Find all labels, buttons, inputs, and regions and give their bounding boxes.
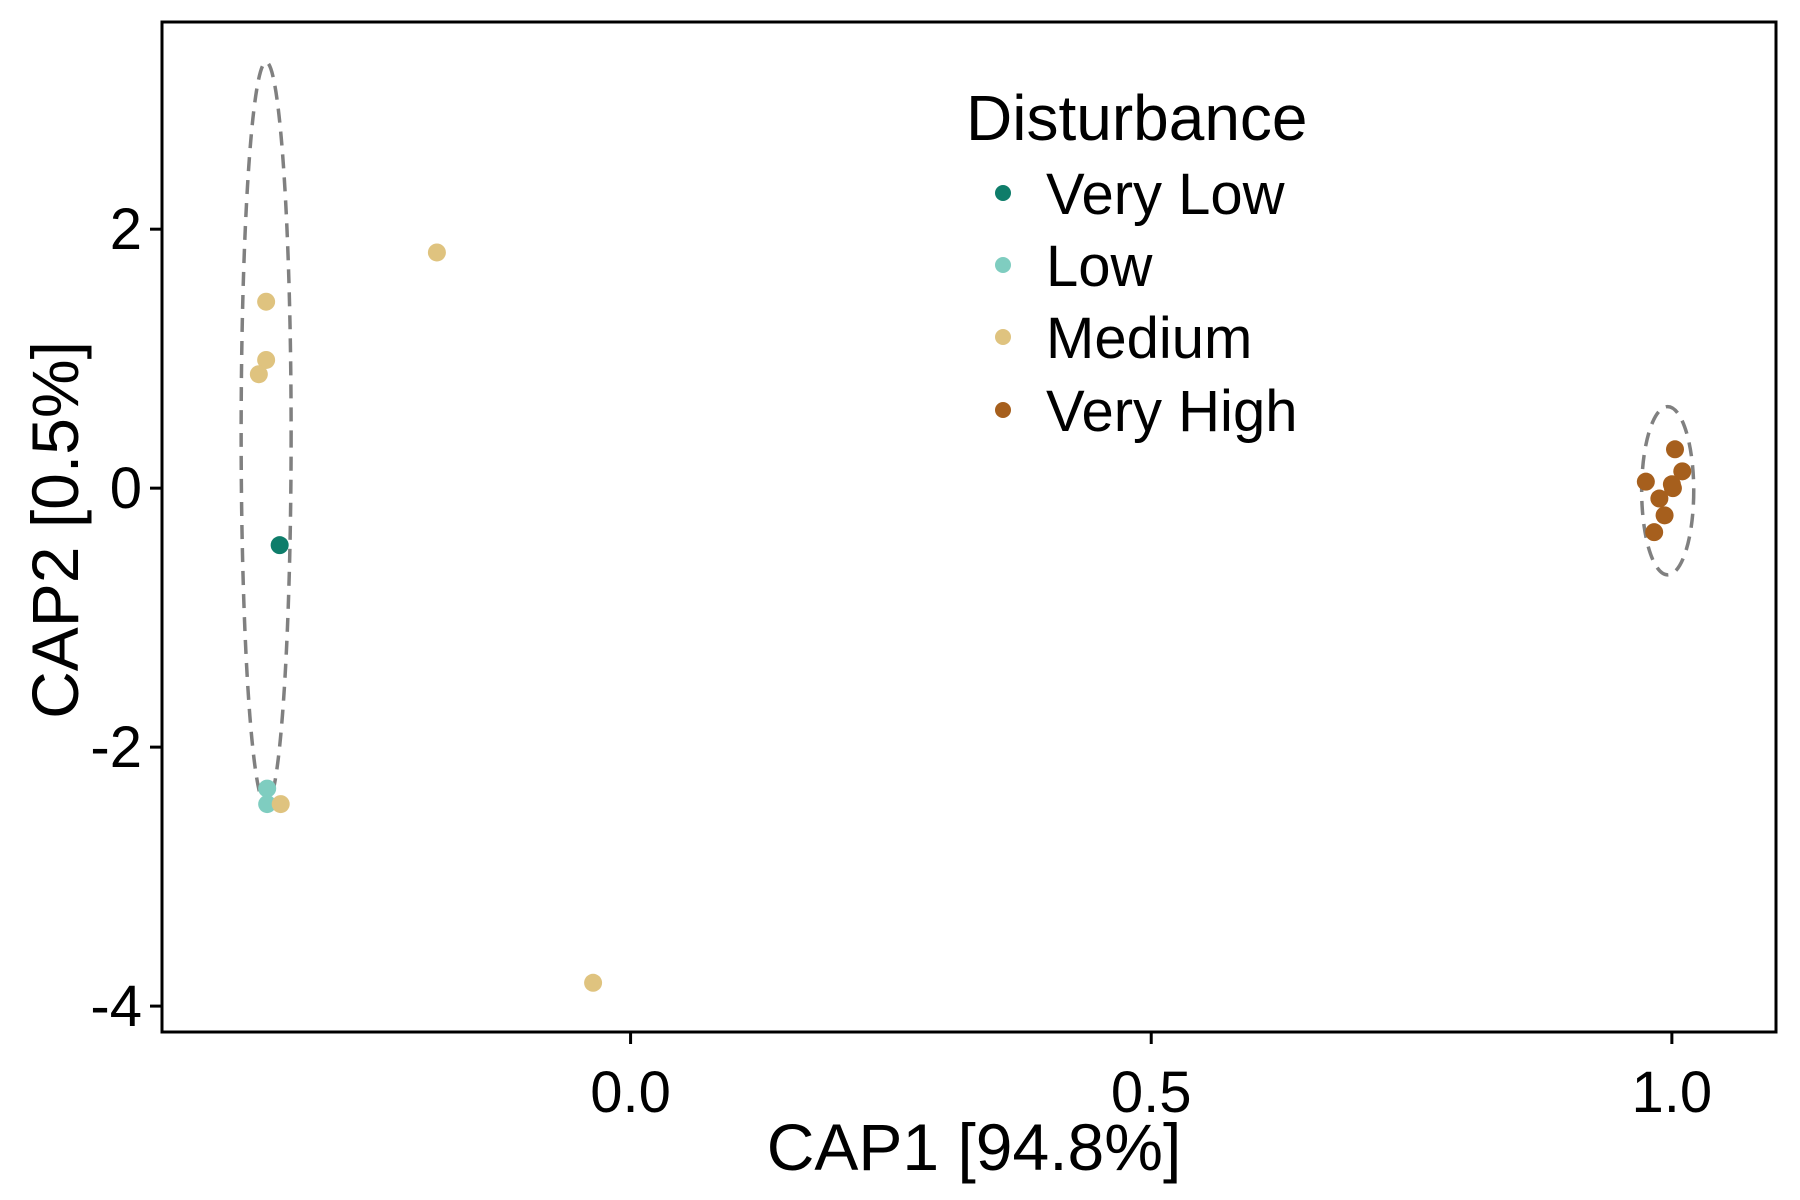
point-very-high-3 (1673, 462, 1692, 481)
legend-key-very-high (995, 402, 1011, 418)
x-axis-title: CAP1 [94.8%] (767, 1110, 1182, 1184)
point-very-low-1 (270, 536, 289, 555)
y-tick-label-1: -4 (90, 974, 142, 1039)
legend-item-low: Low (995, 234, 1154, 299)
legend-key-low (995, 257, 1011, 273)
legend-item-medium: Medium (995, 306, 1252, 371)
y-tick-label-3: 0 (110, 456, 142, 521)
point-medium-4 (271, 795, 290, 814)
point-very-high-6 (1650, 489, 1669, 508)
point-medium-1 (257, 292, 276, 311)
x-axis-ticks: 0.0 0.5 1.0 (590, 1032, 1712, 1125)
point-medium-2 (257, 350, 276, 369)
ellipse-1 (239, 60, 293, 808)
x-tick-label-2: 0.5 (1111, 1060, 1192, 1125)
data-points (249, 243, 1692, 992)
y-tick-label-2: -2 (90, 715, 142, 780)
legend-label-low: Low (1046, 234, 1154, 299)
ellipse-2 (1639, 404, 1696, 577)
point-very-high-7 (1655, 506, 1674, 525)
legend-label-very-low: Very Low (1046, 162, 1286, 227)
legend-key-very-low (995, 185, 1011, 201)
plot-frame (160, 20, 1778, 1034)
legend-key-medium (995, 329, 1011, 345)
legend: Disturbance Very Low Low Medium Very Hig… (966, 82, 1308, 444)
point-medium-5 (427, 243, 446, 262)
x-tick-label-3: 1.0 (1632, 1060, 1713, 1125)
point-very-high-5 (1663, 479, 1682, 498)
legend-label-very-high: Very High (1046, 379, 1297, 444)
point-very-high-2 (1665, 440, 1684, 459)
point-low-2 (258, 795, 277, 814)
point-very-high-1 (1636, 472, 1655, 491)
confidence-ellipses (239, 60, 1696, 808)
x-tick-label-1: 0.0 (590, 1060, 671, 1125)
point-medium-6 (584, 973, 603, 992)
legend-title: Disturbance (966, 82, 1308, 154)
legend-item-very-low: Very Low (995, 162, 1286, 227)
legend-label-medium: Medium (1046, 306, 1252, 371)
point-very-high-8 (1645, 523, 1664, 542)
legend-item-very-high: Very High (995, 379, 1297, 444)
point-low-1 (258, 779, 277, 798)
y-axis-title: CAP2 [0.5%] (18, 341, 92, 719)
y-axis-ticks: -4 -2 0 2 (90, 197, 162, 1039)
point-medium-3 (249, 365, 268, 384)
y-tick-label-4: 2 (110, 197, 142, 262)
